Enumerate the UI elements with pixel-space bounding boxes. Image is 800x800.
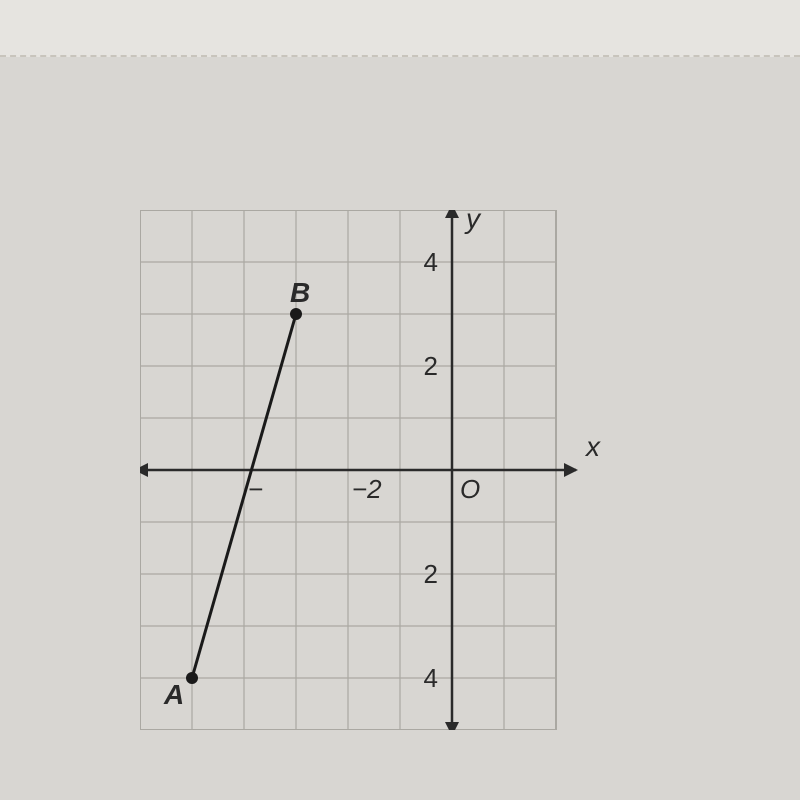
x-axis-label: x (584, 431, 601, 462)
point-label-B: B (290, 277, 310, 308)
y-tick-label: 4 (424, 247, 438, 277)
coordinate-graph: −−24224OxyAB (140, 210, 610, 730)
point-A (186, 672, 198, 684)
y-tick-label: 4 (424, 663, 438, 693)
page-edge (0, 0, 800, 57)
y-axis-label: y (464, 210, 482, 234)
point-label-A: A (163, 679, 184, 710)
y-tick-label: 2 (424, 559, 438, 589)
x-tick-label: −2 (352, 474, 382, 504)
graph-svg: −−24224OxyAB (140, 210, 610, 730)
origin-label: O (460, 474, 480, 504)
y-tick-label: 2 (424, 351, 438, 381)
point-B (290, 308, 302, 320)
